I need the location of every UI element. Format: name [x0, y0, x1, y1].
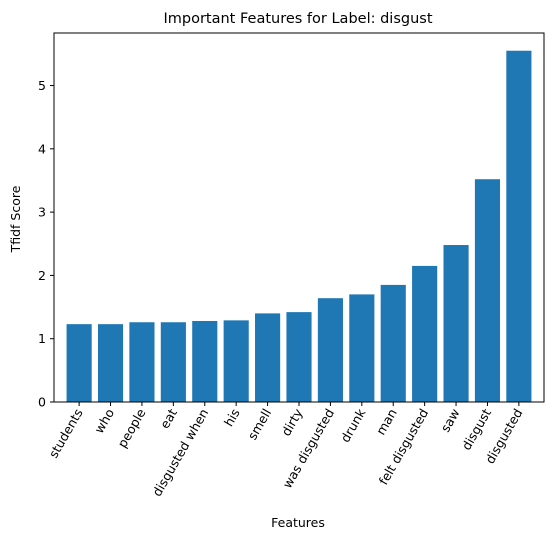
- bar: [412, 265, 438, 402]
- y-tick-label: 5: [38, 78, 46, 93]
- bar: [223, 320, 249, 402]
- bar: [160, 322, 186, 402]
- bar: [443, 245, 469, 402]
- bar: [286, 312, 312, 402]
- x-tick-label: eat: [157, 406, 180, 431]
- bar: [506, 50, 532, 402]
- plot-frame: [53, 32, 545, 403]
- x-tick-label: dirty: [278, 405, 306, 438]
- y-tick-label: 0: [38, 395, 46, 410]
- y-axis-label: Tfidf Score: [8, 185, 23, 253]
- bar: [97, 324, 124, 402]
- x-tick-label: drunk: [337, 405, 368, 444]
- bar: [349, 294, 375, 402]
- x-tick-label: his: [221, 406, 243, 429]
- y-tick-label: 4: [38, 141, 46, 156]
- bar: [192, 320, 218, 402]
- x-tick-label: who: [91, 406, 117, 436]
- y-tick-label: 3: [38, 205, 46, 220]
- x-axis-label: Features: [271, 515, 325, 530]
- bar: [129, 322, 155, 402]
- x-tick-label: smell: [245, 406, 275, 442]
- x-tick-label: people: [114, 406, 148, 450]
- chart-title: Important Features for Label: disgust: [163, 11, 432, 27]
- bar: [255, 313, 281, 402]
- x-tick-label: man: [373, 406, 400, 438]
- bar: [474, 179, 501, 402]
- bar: [380, 284, 406, 402]
- y-tick-label: 1: [38, 331, 46, 346]
- bar: [317, 298, 343, 402]
- y-tick-label: 2: [38, 268, 46, 283]
- x-tick-label: students: [46, 406, 86, 461]
- x-tick-label: saw: [437, 406, 462, 435]
- bar: [66, 324, 92, 402]
